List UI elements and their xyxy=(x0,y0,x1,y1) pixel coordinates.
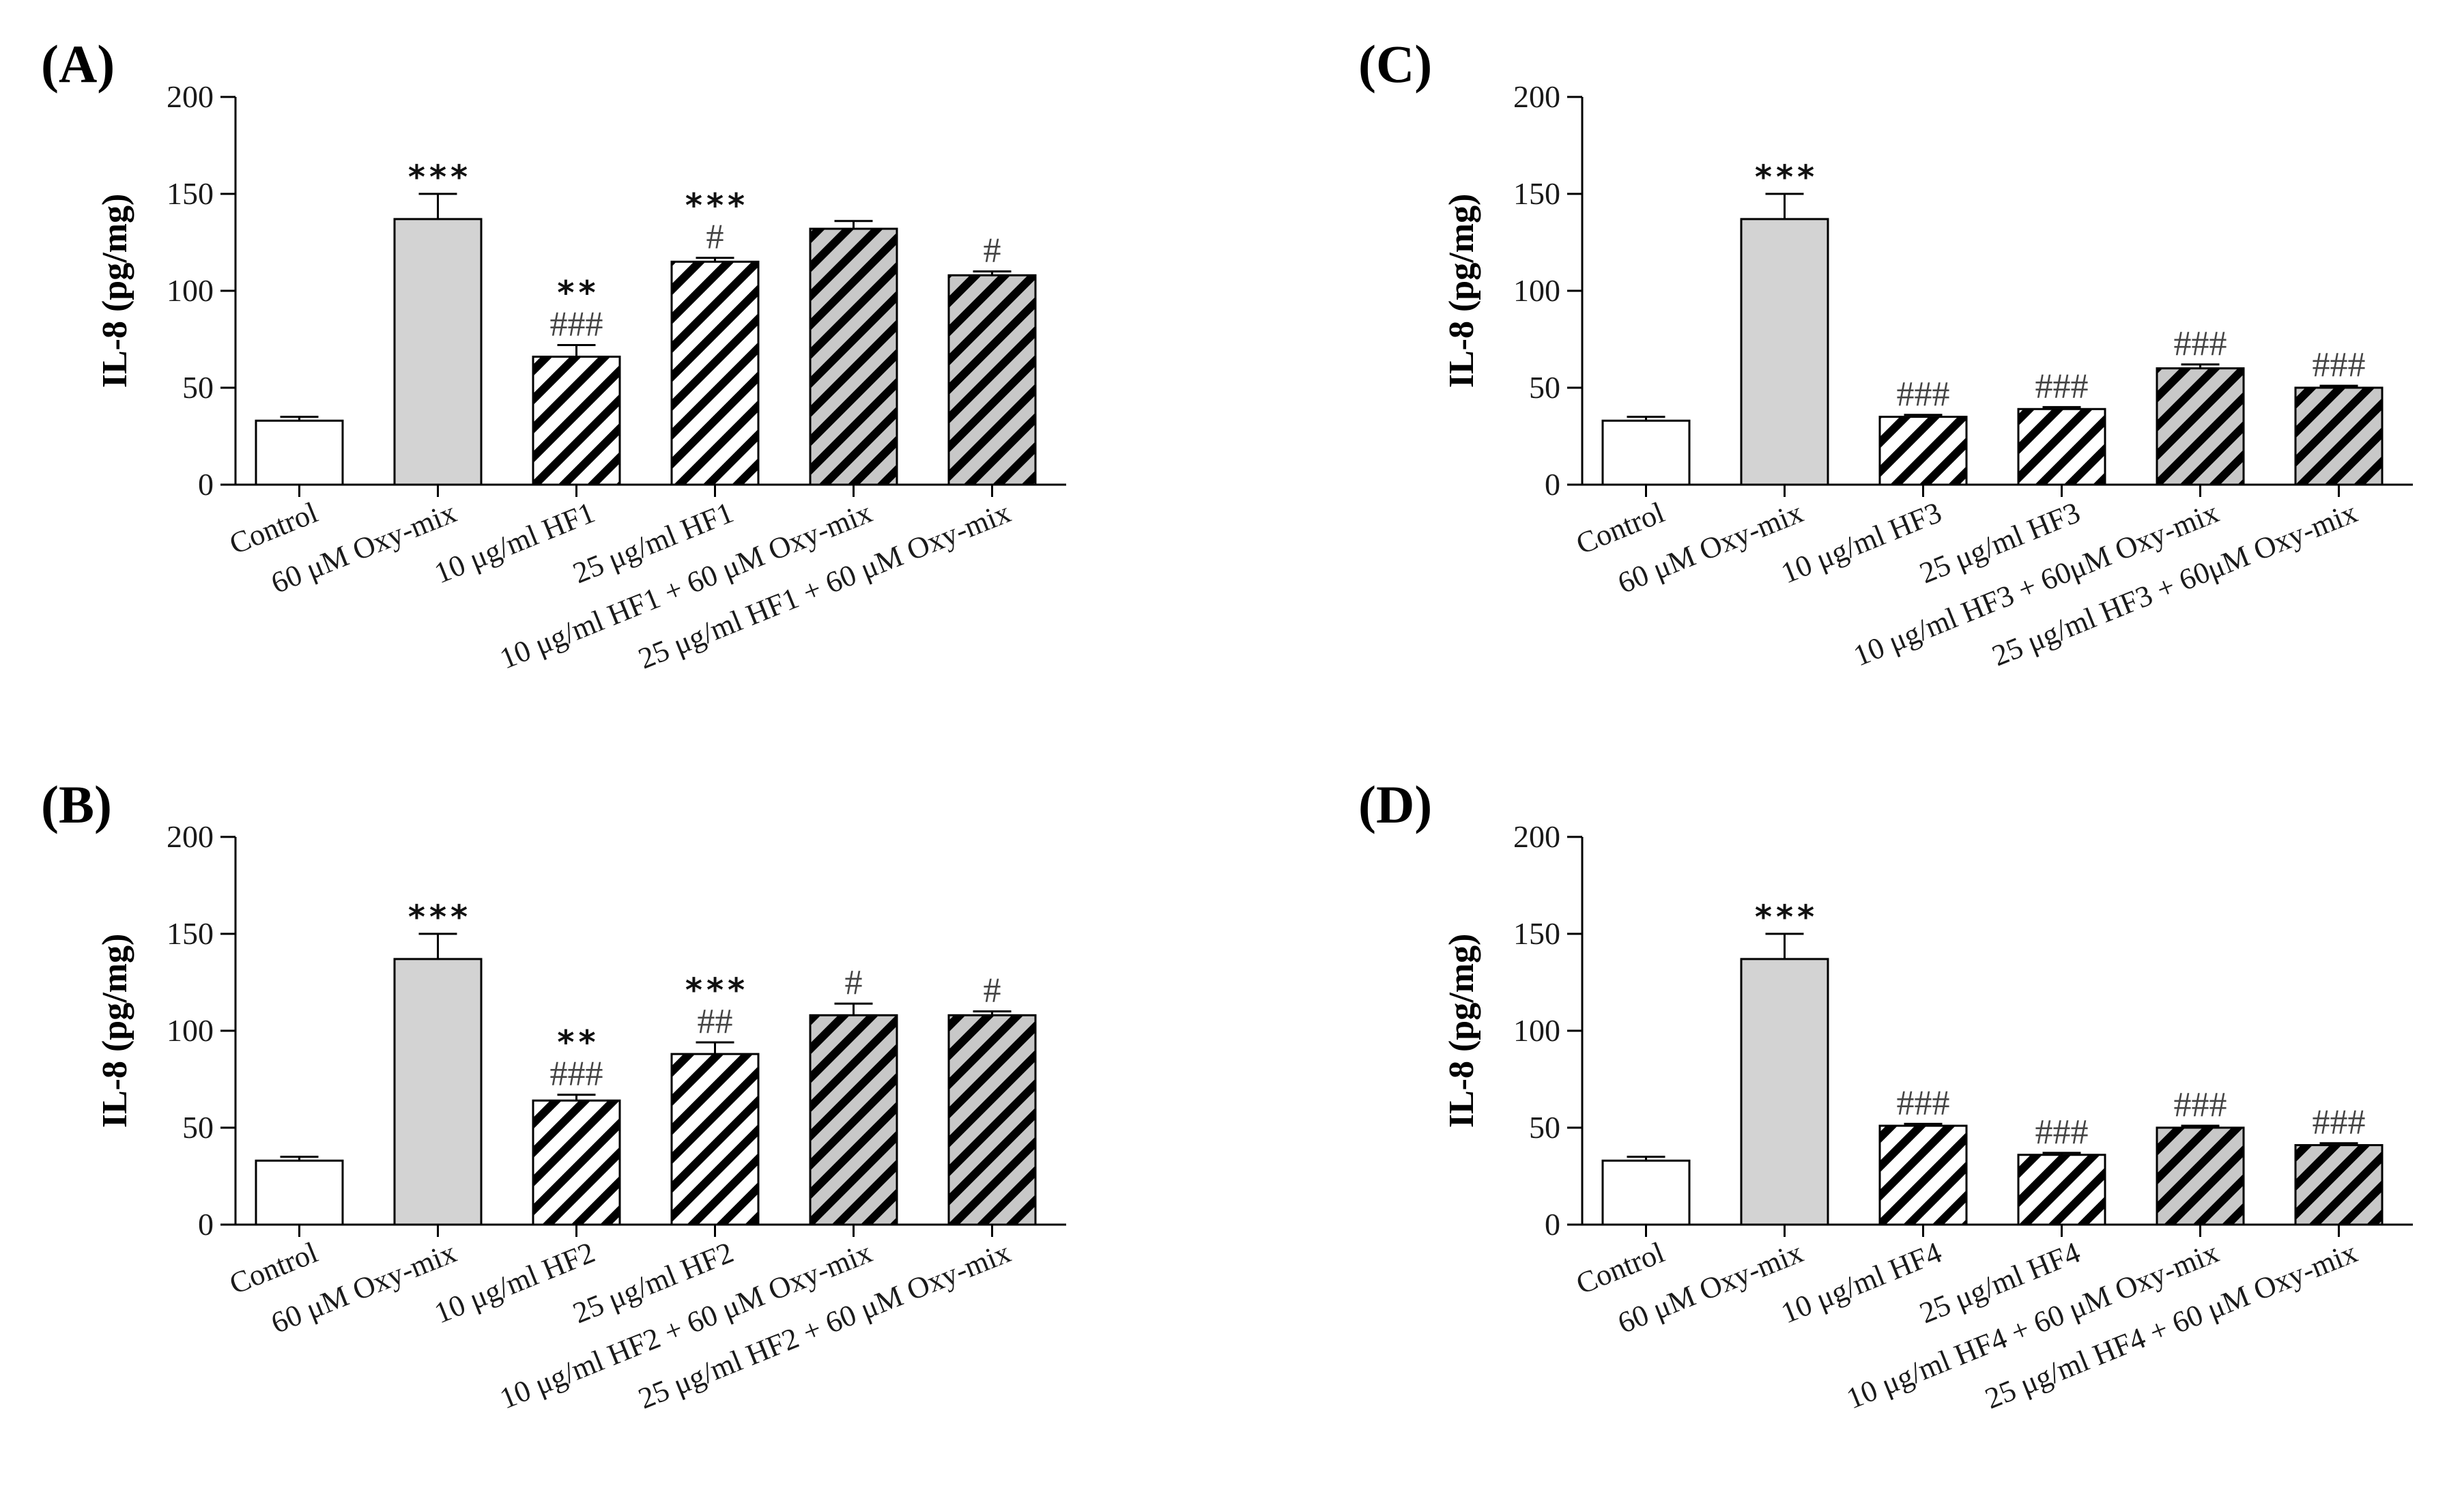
significance-hash: ### xyxy=(550,1055,603,1094)
significance-hash: # xyxy=(984,971,1001,1010)
y-tick-label: 0 xyxy=(1545,467,1560,502)
bar xyxy=(2294,1144,2384,1226)
y-tick-label: 0 xyxy=(1545,1207,1560,1242)
y-tick-label: 50 xyxy=(182,370,214,405)
category-label: Control xyxy=(1571,1236,1669,1301)
y-tick-label: 50 xyxy=(1529,370,1560,405)
bar xyxy=(1740,958,1829,1226)
significance-hash: ### xyxy=(2174,324,2227,363)
y-tick-label: 0 xyxy=(198,1207,214,1242)
category-label: Control xyxy=(225,1236,322,1301)
significance-hash: ### xyxy=(2035,367,2089,405)
significance-hash: ### xyxy=(1897,1083,1950,1122)
chart-panel-a: (A)IL-8 (pg/mg)050100150200Control***60 … xyxy=(41,34,1066,676)
bar xyxy=(809,227,898,486)
y-axis-title: IL-8 (pg/mg) xyxy=(96,934,134,1128)
y-tick-label: 150 xyxy=(1513,176,1560,211)
y-tick-label: 100 xyxy=(167,1013,214,1048)
significance-stars: *** xyxy=(685,187,749,225)
chart-panel-d: (D)IL-8 (pg/mg)050100150200Control***60 … xyxy=(1358,775,2413,1416)
bar xyxy=(532,356,621,486)
bar xyxy=(1740,218,1829,486)
y-tick-label: 200 xyxy=(167,819,214,854)
significance-hash: # xyxy=(706,218,724,257)
y-tick-label: 0 xyxy=(198,467,214,502)
bar xyxy=(2156,1126,2245,1226)
significance-stars: *** xyxy=(685,971,749,1010)
significance-hash: ## xyxy=(698,1002,733,1041)
significance-stars: *** xyxy=(1755,158,1818,197)
chart-panel-c: (C)IL-8 (pg/mg)050100150200Control***60 … xyxy=(1358,34,2413,673)
significance-hash: # xyxy=(984,231,1001,270)
y-tick-label: 200 xyxy=(1513,79,1560,114)
panel-label: (A) xyxy=(41,34,115,94)
y-tick-label: 150 xyxy=(167,176,214,211)
bar xyxy=(670,1053,760,1226)
y-tick-label: 100 xyxy=(1513,273,1560,308)
category-label: 10 μg/ml HF4 xyxy=(1776,1236,1946,1330)
significance-hash: ### xyxy=(2174,1085,2227,1124)
y-tick-label: 150 xyxy=(1513,916,1560,951)
y-tick-label: 100 xyxy=(167,273,214,308)
bar xyxy=(393,958,483,1226)
significance-stars: *** xyxy=(1755,898,1818,937)
significance-hash: ### xyxy=(2313,1103,2366,1142)
panel-label: (C) xyxy=(1358,34,1432,94)
y-tick-label: 150 xyxy=(167,916,214,951)
significance-stars: ** xyxy=(557,1024,599,1062)
y-axis-title: IL-8 (pg/mg) xyxy=(1442,194,1481,388)
bar xyxy=(393,218,483,486)
bar xyxy=(2017,408,2106,486)
significance-hash: ### xyxy=(2313,345,2366,384)
panel-label: (B) xyxy=(41,775,112,834)
category-label: 10 μg/ml HF2 xyxy=(429,1236,599,1330)
significance-hash: # xyxy=(845,963,863,1002)
y-axis-title: IL-8 (pg/mg) xyxy=(1442,934,1481,1128)
bar xyxy=(1601,1159,1691,1226)
category-label: Control xyxy=(225,496,322,561)
bar xyxy=(532,1099,621,1226)
chart-panel-b: (B)IL-8 (pg/mg)050100150200Control***60 … xyxy=(41,775,1066,1416)
significance-hash: ### xyxy=(550,305,603,344)
bar xyxy=(2017,1154,2106,1226)
bar xyxy=(1601,419,1691,486)
category-label: 10 μg/ml HF3 xyxy=(1776,496,1946,590)
y-axis-title: IL-8 (pg/mg) xyxy=(96,194,134,388)
category-label: 10 μg/ml HF1 xyxy=(429,496,599,590)
significance-stars: *** xyxy=(408,898,472,937)
y-tick-label: 200 xyxy=(167,79,214,114)
bar xyxy=(947,274,1037,486)
bar xyxy=(670,260,760,486)
significance-hash: ### xyxy=(1897,375,1950,414)
y-tick-label: 50 xyxy=(182,1110,214,1145)
bar xyxy=(1878,416,1968,486)
panel-label: (D) xyxy=(1358,775,1432,834)
bar xyxy=(2294,386,2384,486)
bar xyxy=(809,1014,898,1226)
bar xyxy=(255,419,344,486)
bar xyxy=(1878,1124,1968,1226)
y-tick-label: 50 xyxy=(1529,1110,1560,1145)
bar xyxy=(255,1159,344,1226)
y-tick-label: 100 xyxy=(1513,1013,1560,1048)
category-label: Control xyxy=(1571,496,1669,561)
significance-stars: ** xyxy=(557,274,599,313)
bar xyxy=(2156,367,2245,486)
significance-stars: *** xyxy=(408,158,472,197)
y-tick-label: 200 xyxy=(1513,819,1560,854)
bar xyxy=(947,1014,1037,1226)
significance-hash: ### xyxy=(2035,1113,2089,1152)
